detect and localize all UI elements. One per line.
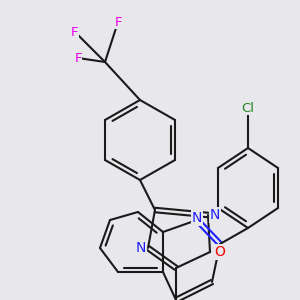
Text: N: N	[210, 208, 220, 222]
Text: F: F	[74, 52, 82, 64]
Text: Cl: Cl	[242, 101, 254, 115]
Text: F: F	[114, 16, 122, 28]
Text: O: O	[214, 245, 225, 259]
Text: N: N	[136, 241, 146, 255]
Text: N: N	[192, 211, 202, 225]
Text: F: F	[71, 26, 79, 38]
